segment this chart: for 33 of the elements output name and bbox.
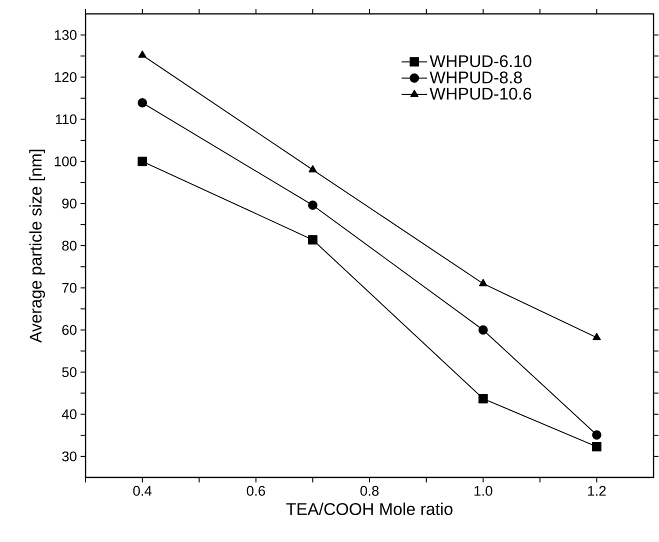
legend-label: WHPUD-6.10 xyxy=(430,55,532,68)
y-tick-label: 110 xyxy=(56,114,77,124)
y-axis-title: Average particle size [nm] xyxy=(29,150,46,343)
point xyxy=(592,332,601,340)
y-tick-label: 90 xyxy=(62,198,77,208)
x-axis-title: TEA/COOH Mole ratio xyxy=(286,502,452,516)
y-tick-label: 40 xyxy=(62,409,77,420)
y-tick-label: 80 xyxy=(62,240,77,251)
legend-label: WHPUD-8.8 xyxy=(430,71,522,84)
y-tick-label: 70 xyxy=(62,282,77,293)
y-tick-label: 130 xyxy=(54,30,77,40)
y-tick-label: 60 xyxy=(62,324,77,335)
point xyxy=(478,325,488,335)
x-tick-label: 0.8 xyxy=(360,486,379,496)
point xyxy=(308,235,318,244)
x-tick-label: 0.4 xyxy=(133,486,152,496)
point xyxy=(592,430,602,440)
point xyxy=(592,442,602,452)
point xyxy=(138,98,148,108)
point xyxy=(308,200,318,210)
point xyxy=(478,394,488,404)
x-tick-label: 1.0 xyxy=(474,486,492,496)
point xyxy=(308,165,317,172)
x-tick-label: 0.6 xyxy=(246,486,266,496)
point xyxy=(479,278,488,286)
y-tick-label: 30 xyxy=(62,451,77,462)
x-tick-label: 1.2 xyxy=(588,486,606,496)
point xyxy=(138,50,146,58)
y-tick-label: 120 xyxy=(54,72,77,82)
point xyxy=(138,156,148,166)
legend-label: WHPUD-10.6 xyxy=(430,88,532,100)
y-tick-label: 50 xyxy=(62,367,77,377)
y-tick-label: 100 xyxy=(54,156,77,166)
